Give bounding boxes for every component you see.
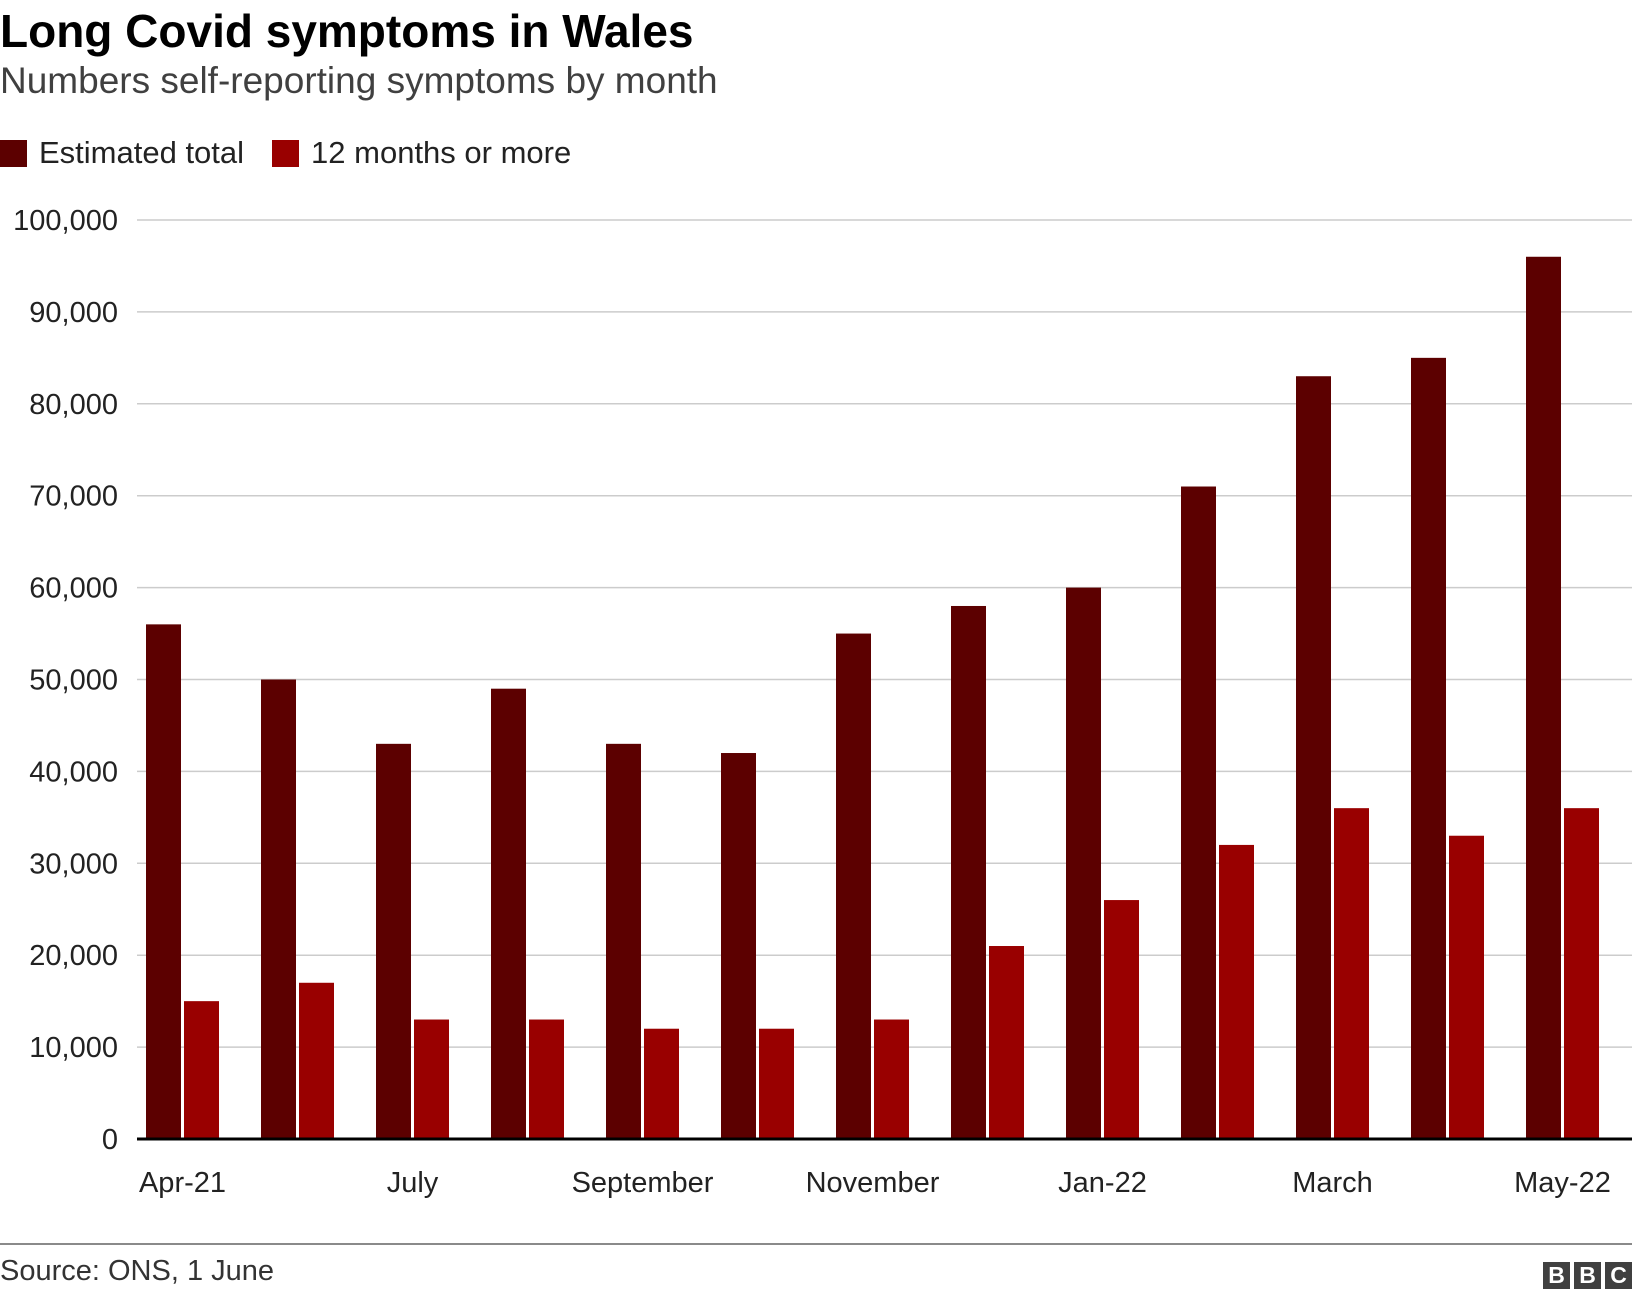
bar-12-months-or-more: [1449, 835, 1484, 1139]
bar-estimated-total: [261, 679, 296, 1139]
chart-legend: Estimated total 12 months or more: [0, 135, 599, 171]
bar-12-months-or-more: [1334, 808, 1369, 1139]
y-tick-label: 70,000: [29, 481, 118, 513]
bar-12-months-or-more: [1564, 808, 1599, 1139]
y-tick-label: 10,000: [29, 1032, 118, 1064]
y-tick-label: 50,000: [29, 665, 118, 697]
x-tick-label: July: [387, 1167, 439, 1199]
legend-swatch-estimated-total: [0, 139, 27, 167]
y-tick-label: 80,000: [29, 389, 118, 421]
bar-12-months-or-more: [989, 946, 1024, 1139]
legend-label-12-months-or-more: 12 months or more: [311, 135, 572, 170]
bar-12-months-or-more: [874, 1019, 909, 1139]
legend-swatch-12-months-or-more: [272, 139, 300, 167]
bar-12-months-or-more: [529, 1019, 564, 1139]
bar-estimated-total: [491, 688, 526, 1139]
legend-label-estimated-total: Estimated total: [39, 135, 245, 170]
bbc-logo-letter: B: [1574, 1262, 1601, 1289]
legend-item-12-months-or-more: 12 months or more: [272, 135, 571, 171]
chart-subtitle: Numbers self-reporting symptoms by month: [0, 60, 718, 101]
x-tick-label: May-22: [1514, 1167, 1611, 1199]
x-tick-label: March: [1292, 1167, 1373, 1199]
bar-estimated-total: [606, 743, 641, 1139]
y-tick-label: 90,000: [29, 297, 118, 329]
bar-estimated-total: [721, 753, 756, 1139]
bar-estimated-total: [1181, 486, 1216, 1139]
bar-estimated-total: [1066, 587, 1101, 1139]
y-tick-label: 20,000: [29, 940, 118, 972]
bar-12-months-or-more: [644, 1028, 679, 1139]
bar-estimated-total: [836, 633, 871, 1139]
y-tick-label: 30,000: [29, 848, 118, 880]
bbc-logo-letter: B: [1543, 1262, 1570, 1289]
bar-estimated-total: [146, 624, 181, 1139]
x-tick-label: Apr-21: [139, 1167, 226, 1199]
bar-estimated-total: [951, 605, 986, 1139]
bbc-logo-letter: C: [1605, 1262, 1632, 1289]
bar-estimated-total: [1526, 256, 1561, 1139]
bar-12-months-or-more: [184, 1001, 219, 1139]
x-tick-label: Jan-22: [1058, 1167, 1147, 1199]
bar-12-months-or-more: [1219, 844, 1254, 1139]
legend-item-estimated-total: Estimated total: [0, 135, 244, 171]
bar-chart: 0 10,000 20,000 30,000 40,000 50,000 60,000 70,…: [13, 205, 1632, 1199]
bar-estimated-total: [376, 743, 411, 1139]
bar-12-months-or-more: [414, 1019, 449, 1139]
bbc-logo: B B C: [1543, 1262, 1632, 1289]
y-tick-label: 60,000: [29, 573, 118, 605]
x-tick-label: September: [572, 1167, 714, 1199]
bar-estimated-total: [1296, 376, 1331, 1139]
footer-divider: [0, 1243, 1632, 1245]
y-tick-label: 100,000: [13, 205, 118, 237]
bar-12-months-or-more: [299, 982, 334, 1139]
x-tick-label: November: [806, 1167, 940, 1199]
chart-title: Long Covid symptoms in Wales: [0, 5, 694, 57]
bar-estimated-total: [1411, 357, 1446, 1140]
source-note: Source: ONS, 1 June: [0, 1255, 275, 1287]
bar-12-months-or-more: [759, 1028, 794, 1139]
bar-12-months-or-more: [1104, 900, 1139, 1139]
y-tick-label: 40,000: [29, 756, 118, 788]
y-tick-label: 0: [102, 1124, 118, 1156]
